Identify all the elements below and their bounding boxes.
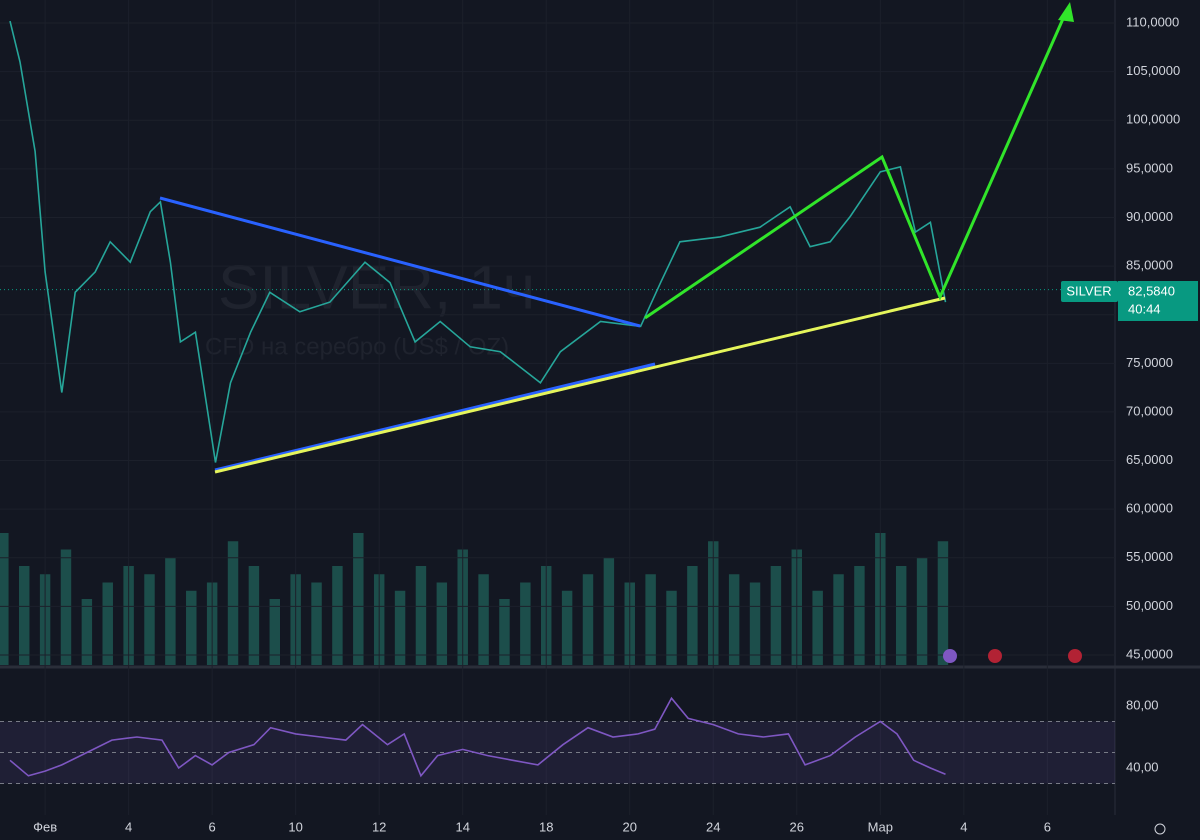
volume-bar xyxy=(60,549,72,665)
volume-bar xyxy=(645,574,656,665)
volume-bar xyxy=(499,599,510,665)
volume-bar xyxy=(186,590,197,665)
y-tick-label: 100,0000 xyxy=(1126,112,1180,127)
volume-bar xyxy=(937,541,949,665)
volume-bar xyxy=(165,557,176,665)
volume-bar xyxy=(415,566,427,665)
x-tick-label: 4 xyxy=(125,819,132,834)
volume-bar xyxy=(81,599,93,665)
volume-bar xyxy=(102,582,113,665)
volume-bar xyxy=(749,582,761,665)
x-tick-label: 4 xyxy=(960,819,967,834)
x-tick-label: Мар xyxy=(868,819,893,834)
volume-bar xyxy=(561,590,573,665)
symbol-label: SILVER xyxy=(1066,283,1111,298)
y-tick-label: 80,00 xyxy=(1126,697,1159,712)
x-tick-label: 10 xyxy=(288,819,302,834)
y-tick-label: 75,0000 xyxy=(1126,355,1173,370)
trend-line xyxy=(214,362,656,472)
x-tick-label: 6 xyxy=(1044,819,1051,834)
volume-bar xyxy=(687,566,698,665)
series-line xyxy=(9,696,946,778)
volume-bar xyxy=(770,566,782,665)
event-icon[interactable] xyxy=(1068,649,1082,663)
volume-bar xyxy=(812,590,823,665)
volume-bar xyxy=(394,590,406,665)
x-tick-label: 18 xyxy=(539,819,553,834)
volume-bar xyxy=(332,566,343,665)
x-tick-label: 12 xyxy=(372,819,386,834)
last-price-label: 82,5840 xyxy=(1128,283,1175,298)
volume-bar xyxy=(895,566,907,665)
watermark-subtitle: CFD на серебро (US$ / OZ) xyxy=(205,333,509,360)
y-tick-label: 105,0000 xyxy=(1126,63,1180,78)
x-tick-label: 14 xyxy=(455,819,469,834)
y-tick-label: 95,0000 xyxy=(1126,160,1173,175)
y-tick-label: 50,0000 xyxy=(1126,598,1173,613)
volume-bar xyxy=(436,582,448,665)
volume-bar xyxy=(144,574,155,665)
forecast-path xyxy=(644,11,1068,320)
volume-bar xyxy=(311,582,322,665)
volume-bar xyxy=(269,599,281,665)
volume-bar xyxy=(833,574,844,665)
event-icon[interactable] xyxy=(988,649,1002,663)
x-tick-label: 20 xyxy=(623,819,637,834)
x-tick-label: Фев xyxy=(33,819,57,834)
volume-bar xyxy=(728,574,740,665)
volume-bar xyxy=(666,590,677,665)
volume-bar xyxy=(603,557,615,665)
y-tick-label: 60,0000 xyxy=(1126,501,1173,516)
event-icon[interactable] xyxy=(943,649,957,663)
drawings xyxy=(159,2,1166,835)
x-tick-label: 24 xyxy=(706,819,720,834)
volume-bar xyxy=(0,533,9,665)
y-tick-label: 65,0000 xyxy=(1126,452,1173,467)
volume-bar xyxy=(19,566,30,665)
y-tick-label: 55,0000 xyxy=(1126,549,1173,564)
volume-bar xyxy=(582,574,594,665)
trend-line xyxy=(159,196,641,328)
trend-line xyxy=(214,296,946,474)
arrow-head xyxy=(1058,2,1074,22)
volume-bar xyxy=(478,574,489,665)
volume-bar xyxy=(353,533,364,665)
volume-bar xyxy=(227,541,239,665)
volume-bar xyxy=(916,557,928,665)
volume-bar xyxy=(854,566,865,665)
x-tick-label: 6 xyxy=(209,819,216,834)
y-tick-label: 110,0000 xyxy=(1126,14,1179,29)
series-line xyxy=(9,20,947,463)
settings-icon[interactable] xyxy=(1154,823,1166,835)
x-tick-label: 26 xyxy=(790,819,804,834)
countdown: 40:44 xyxy=(1128,301,1161,316)
volume-bar xyxy=(520,582,531,665)
y-tick-label: 45,0000 xyxy=(1126,646,1173,661)
y-tick-label: 70,0000 xyxy=(1126,403,1173,418)
price-badge xyxy=(1118,281,1198,321)
y-tick-label: 90,0000 xyxy=(1126,209,1173,224)
volume-bar xyxy=(248,566,260,665)
watermark-title: SILVER, 1ч xyxy=(218,253,535,322)
y-tick-label: 85,0000 xyxy=(1126,258,1173,273)
price-badges: SILVER 82,5840 40:44 xyxy=(1061,281,1198,321)
symbol-badge xyxy=(1061,281,1118,302)
y-tick-label: 40,00 xyxy=(1126,759,1159,774)
